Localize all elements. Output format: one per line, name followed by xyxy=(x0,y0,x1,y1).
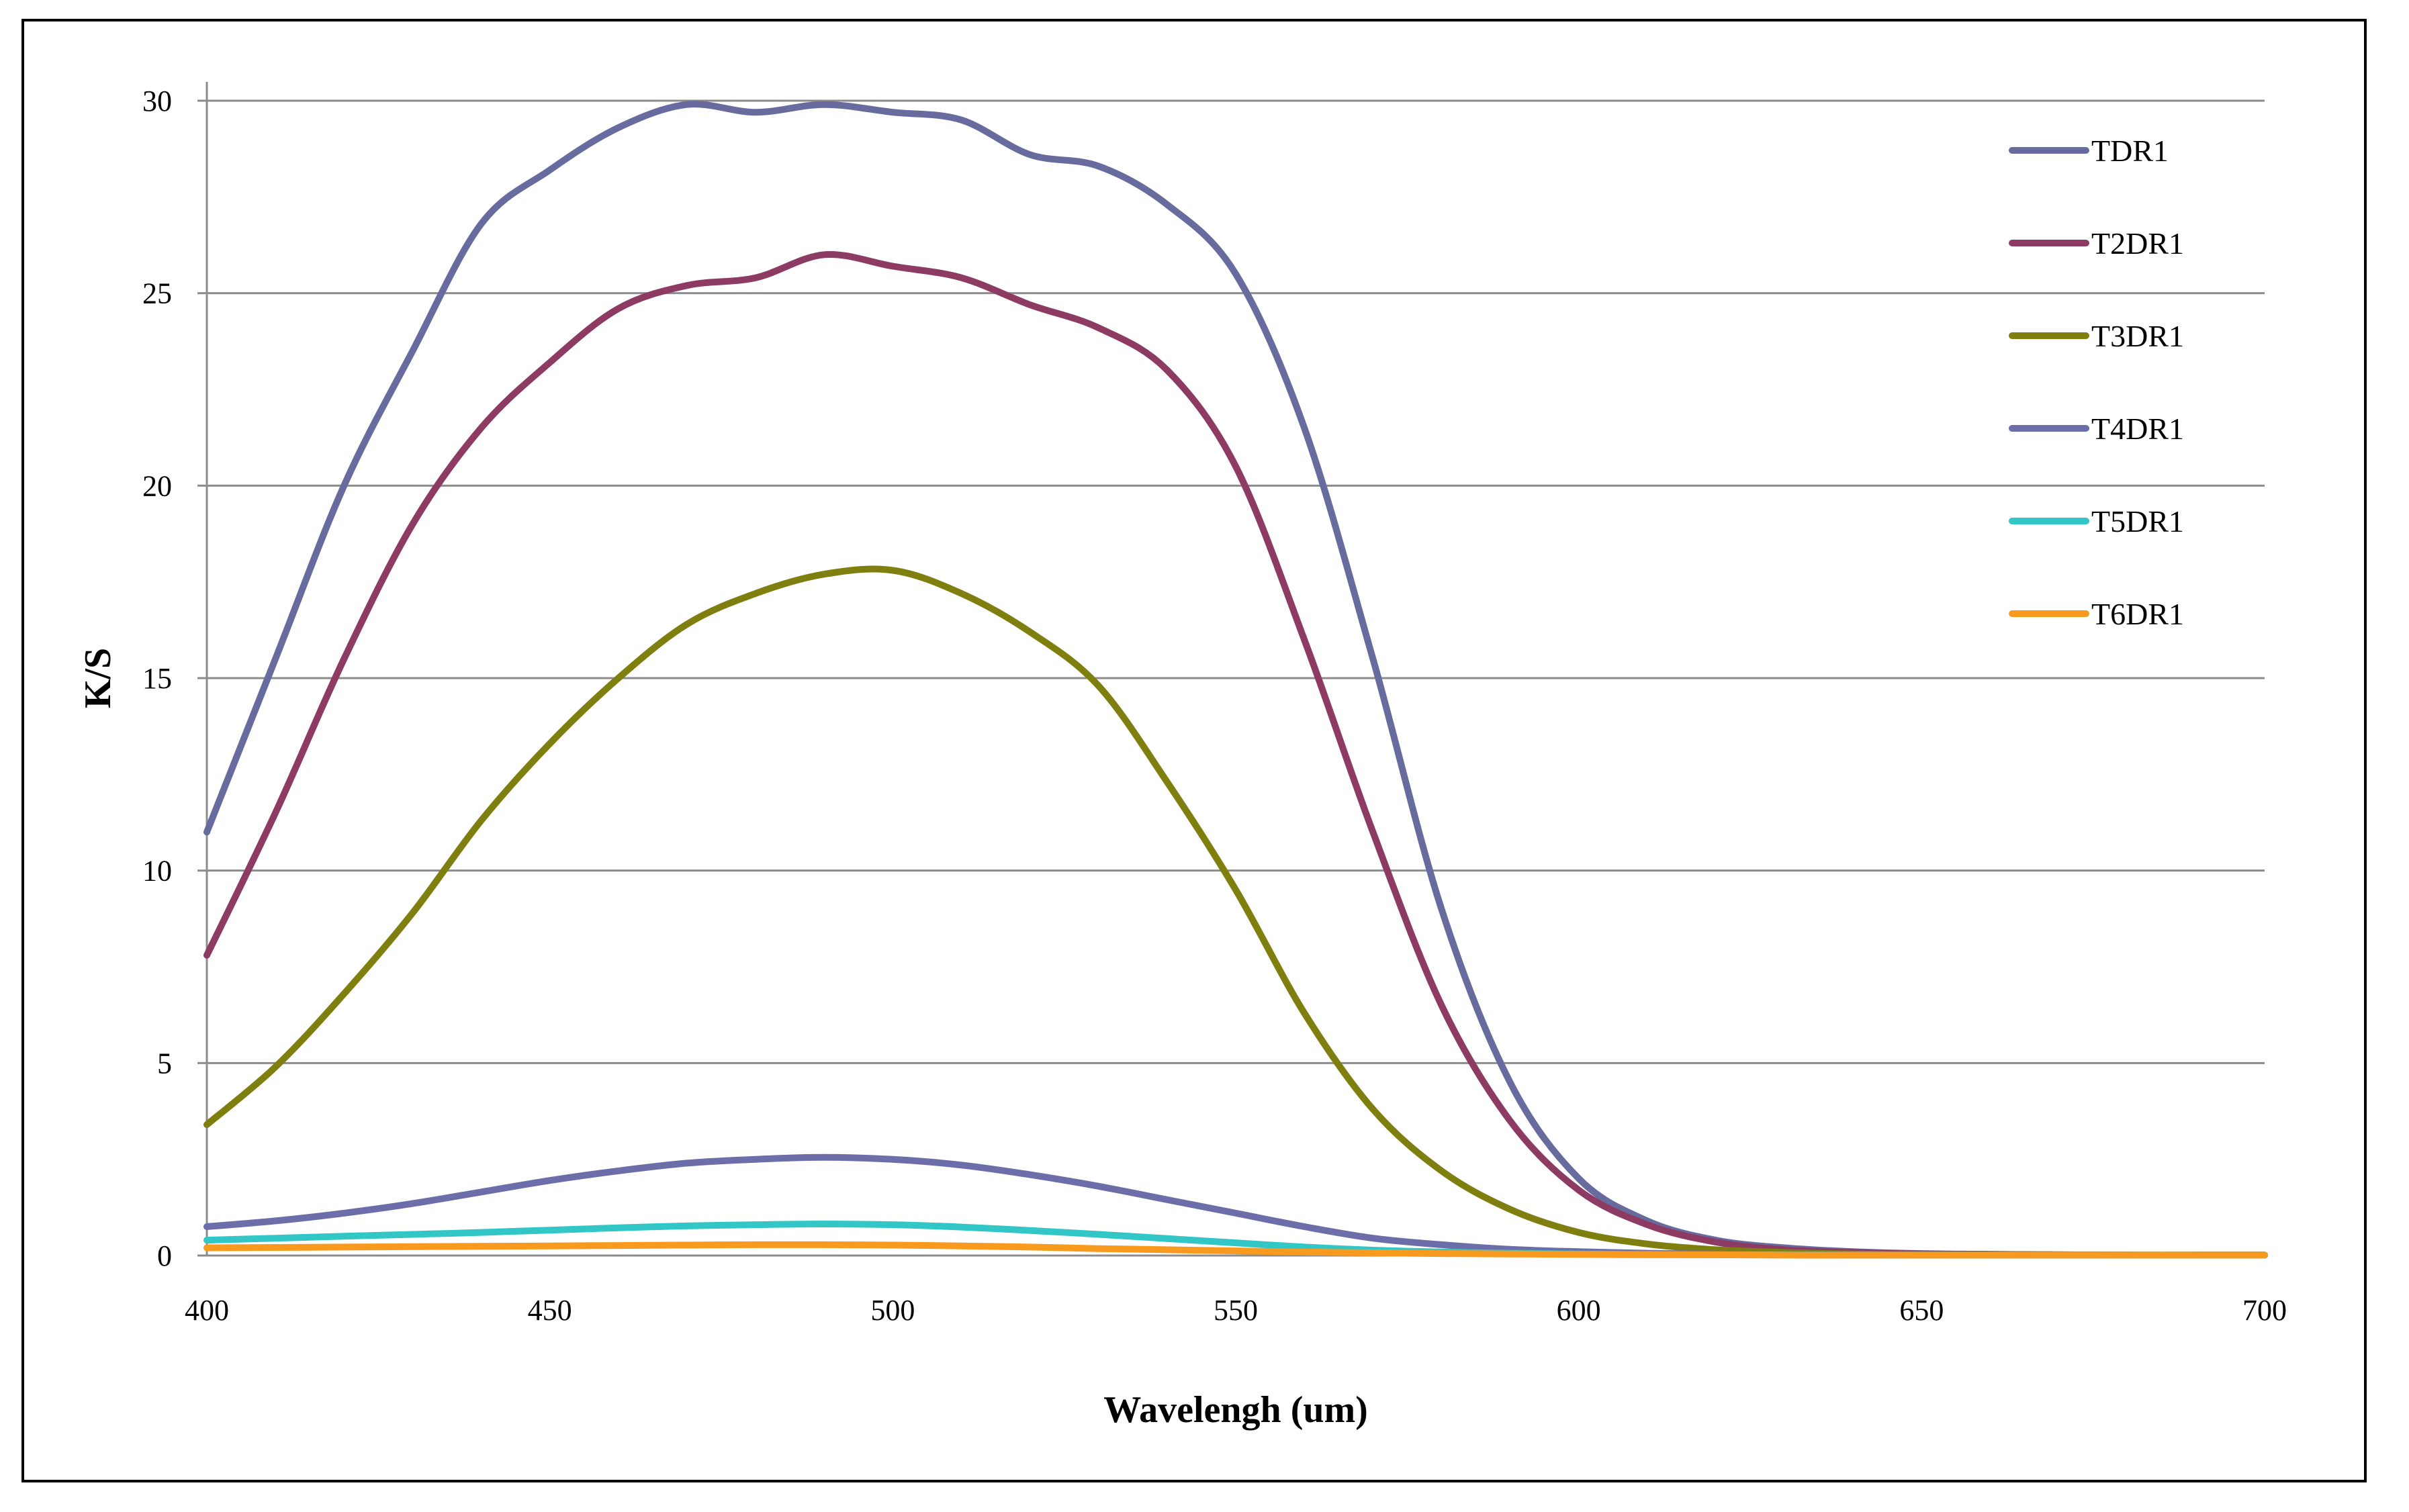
legend-label-t5dr1: T5DR1 xyxy=(2091,504,2184,538)
x-tick-label: 650 xyxy=(1899,1294,1944,1327)
y-tick-label: 30 xyxy=(142,85,172,117)
legend-label-t2dr1: T2DR1 xyxy=(2091,226,2184,261)
legend-label-tdr1: TDR1 xyxy=(2091,134,2169,168)
y-tick-label: 20 xyxy=(142,469,172,502)
x-tick-label: 600 xyxy=(1557,1294,1601,1327)
series-line-t2dr1 xyxy=(203,250,2268,1259)
y-axis-title: K/S xyxy=(77,648,119,708)
series-line-t3dr1 xyxy=(203,565,2268,1259)
y-tick-label: 10 xyxy=(142,855,172,888)
y-tick-label: 25 xyxy=(142,277,172,310)
x-tick-label: 700 xyxy=(2242,1294,2287,1327)
x-axis-title: Wavelengh (um) xyxy=(1103,1389,1368,1431)
x-tick-label: 400 xyxy=(185,1294,229,1327)
axis-layer: 0 5 10 15 20 25 30 400 450 500 550 600 650 700 xyxy=(142,82,2287,1327)
legend: TDR1 T2DR1 T3DR1 T4DR1 T5DR1 T6DR1 xyxy=(2009,134,2184,631)
series-line-tdr1 xyxy=(203,101,2268,1259)
grid-layer xyxy=(207,99,2265,1064)
y-tick-label: 0 xyxy=(157,1239,172,1272)
series-line-t6dr1 xyxy=(203,1241,2268,1259)
line-chart: 0 5 10 15 20 25 30 400 450 500 550 600 650 700 TDR1 T2… xyxy=(77,82,2287,1431)
y-tick-label: 15 xyxy=(142,662,172,695)
x-tick-label: 500 xyxy=(870,1294,915,1327)
legend-label-t4dr1: T4DR1 xyxy=(2091,412,2184,446)
x-tick-label: 550 xyxy=(1214,1294,1258,1327)
x-tick-label: 450 xyxy=(528,1294,572,1327)
legend-label-t6dr1: T6DR1 xyxy=(2091,597,2184,631)
legend-label-t3dr1: T3DR1 xyxy=(2091,319,2184,353)
series-layer xyxy=(203,101,2268,1259)
y-tick-label: 5 xyxy=(157,1047,172,1080)
figure-frame: 0 5 10 15 20 25 30 400 450 500 550 600 650 700 TDR1 T2… xyxy=(21,19,2367,1482)
